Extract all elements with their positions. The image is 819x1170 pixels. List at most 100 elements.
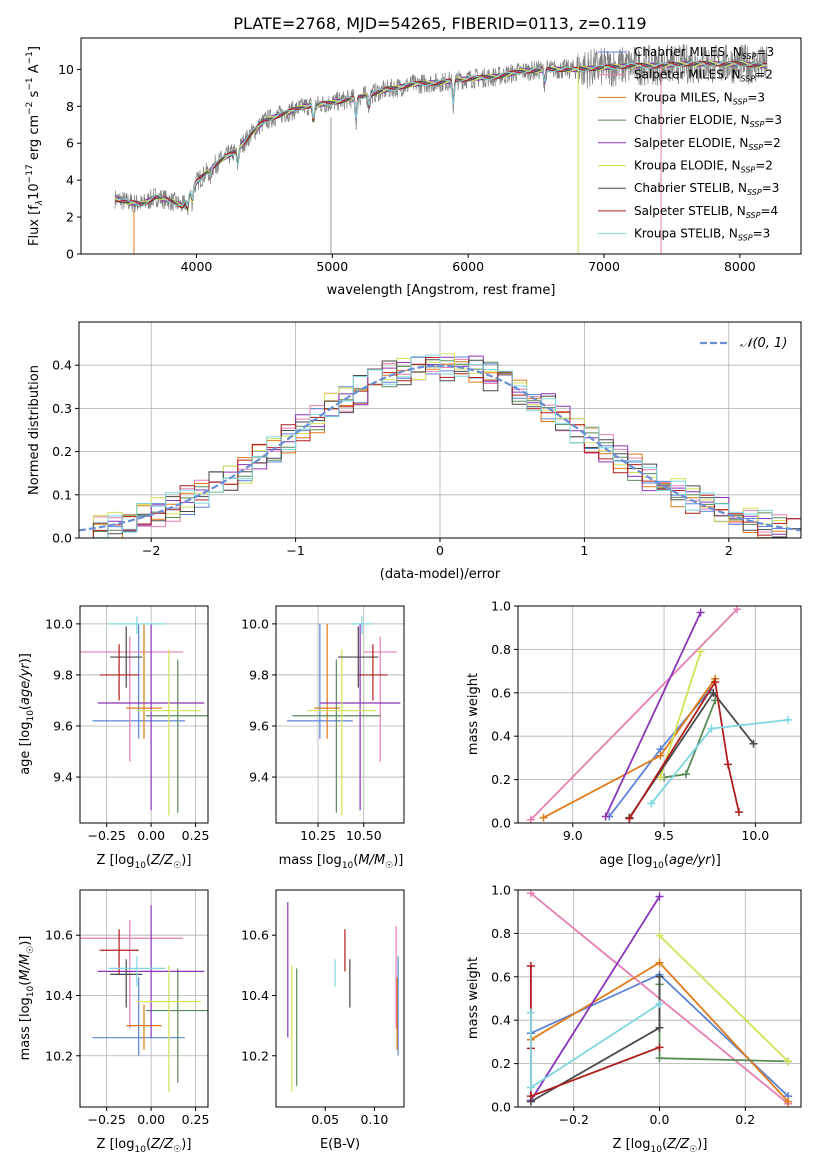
x-axis-label: mass [log10(M/M☉)] bbox=[279, 853, 404, 871]
x-tick-label: 7000 bbox=[588, 259, 620, 274]
y-tick-label: 0.1 bbox=[52, 487, 72, 502]
y-tick-label: 10.0 bbox=[241, 616, 269, 631]
chart-age-weight: 9.0 9.5 10.0 0.0 0.2 0.4 0.6 0.8 1.0 age [log10(a… bbox=[466, 599, 802, 871]
y-tick-label: 9.8 bbox=[53, 667, 73, 682]
x-tick-label: 0.25 bbox=[182, 1112, 210, 1127]
chart-mass-age: 10.25 10.50 9.4 9.6 9.8 10.0 mass [log10(M/M☉)… bbox=[241, 605, 405, 871]
y-tick-label: 1.0 bbox=[491, 883, 511, 898]
series-kroupa-stelib bbox=[526, 999, 664, 1092]
x-tick-label: −0.2 bbox=[559, 1112, 589, 1127]
axes-frame bbox=[275, 889, 405, 1108]
series-marker bbox=[784, 715, 793, 724]
axes-frame bbox=[517, 889, 802, 1108]
errorbar-kroupa-miles bbox=[126, 1004, 162, 1050]
errorbar-chabrier-elodie bbox=[145, 968, 208, 1083]
y-tick-label: 9.8 bbox=[249, 667, 269, 682]
series-marker bbox=[734, 808, 743, 817]
histogram-kroupa-stelib bbox=[79, 354, 801, 538]
series-line bbox=[650, 719, 789, 805]
y-axis-label: mass weight bbox=[466, 957, 481, 1039]
y-tick-label: 0.0 bbox=[52, 531, 72, 546]
x-tick-label: 9.5 bbox=[654, 828, 674, 843]
series-marker bbox=[655, 931, 664, 940]
y-tick-label: 10.6 bbox=[45, 928, 73, 943]
series-marker bbox=[539, 813, 548, 822]
legend-label: Chabrier STELIB, NSSP=3 bbox=[634, 181, 779, 197]
plot-area-ebv-mass bbox=[287, 902, 399, 1092]
errorbar-kroupa-elodie bbox=[136, 649, 201, 816]
series-marker bbox=[656, 751, 665, 760]
x-tick-label: −1 bbox=[286, 543, 304, 558]
series-marker bbox=[526, 1083, 535, 1092]
plot-area-residuals bbox=[79, 353, 801, 538]
x-tick-label: 4000 bbox=[181, 259, 213, 274]
x-tick-label: 0.00 bbox=[137, 828, 165, 843]
series-marker bbox=[656, 773, 665, 782]
plot-area-spectrum bbox=[114, 43, 768, 254]
axes-frame bbox=[80, 37, 802, 255]
errorbar-kroupa-stelib bbox=[350, 616, 373, 635]
x-tick-label: 2 bbox=[725, 543, 733, 558]
errorbar-chabrier-stelib bbox=[110, 626, 143, 688]
plot-area-z-mass bbox=[80, 905, 208, 1092]
x-tick-label: 0 bbox=[436, 543, 444, 558]
x-tick-label: 10.50 bbox=[346, 828, 382, 843]
y-tick-label: 0.8 bbox=[491, 642, 511, 657]
y-tick-label: 0.2 bbox=[491, 772, 511, 787]
x-axis-label: Z [log10(Z/Z☉)] bbox=[97, 1137, 192, 1155]
errorbar-kroupa-miles bbox=[126, 623, 162, 739]
x-axis-label: Z [log10(Z/Z☉)] bbox=[97, 853, 192, 871]
chart-residuals: −2 −1 0 1 2 0.0 0.1 0.2 0.3 0.4 𝒩(0, 1) (data-model… bbox=[27, 321, 802, 582]
model-spectrum bbox=[114, 61, 767, 211]
y-tick-label: 0.3 bbox=[52, 401, 72, 416]
x-tick-label: 6000 bbox=[452, 259, 484, 274]
errorbar-kroupa-stelib bbox=[108, 956, 166, 987]
y-tick-label: 0.4 bbox=[491, 1013, 511, 1028]
y-tick-label: 0.6 bbox=[491, 685, 511, 700]
plot-area-z-weight bbox=[526, 890, 793, 1107]
y-tick-label: 0.2 bbox=[52, 444, 72, 459]
errorbar-salpeter-miles bbox=[363, 636, 397, 762]
axes-frame bbox=[517, 605, 802, 824]
y-tick-label: 0.2 bbox=[491, 1056, 511, 1071]
series-marker bbox=[647, 799, 656, 808]
series-marker bbox=[696, 608, 705, 617]
y-tick-label: 6 bbox=[66, 136, 74, 151]
errorbar-salpeter-stelib bbox=[358, 644, 388, 701]
series-line bbox=[530, 966, 660, 1098]
y-tick-label: 10 bbox=[58, 62, 74, 77]
axes-frame bbox=[275, 605, 405, 824]
series-marker bbox=[784, 1057, 793, 1066]
legend-label: Kroupa ELODIE, NSSP=2 bbox=[634, 159, 773, 175]
y-tick-label: 9.6 bbox=[53, 718, 73, 733]
figure-title: PLATE=2768, MJD=54265, FIBERID=0113, z=0… bbox=[233, 14, 646, 33]
series-line bbox=[530, 976, 661, 1103]
errorbar-salpeter-elodie bbox=[319, 623, 401, 811]
y-tick-label: 2 bbox=[66, 210, 74, 225]
y-tick-label: 0.4 bbox=[52, 358, 72, 373]
x-tick-label: 9.0 bbox=[563, 828, 583, 843]
series-line bbox=[658, 984, 789, 1063]
y-tick-label: 10.6 bbox=[241, 928, 269, 943]
y-tick-label: 0.4 bbox=[491, 729, 511, 744]
legend-label: Salpeter MILES, NSSP=2 bbox=[634, 68, 773, 84]
errorbar-salpeter-miles bbox=[80, 636, 184, 762]
series-salpeter-miles bbox=[526, 606, 742, 823]
series-chabrier-miles bbox=[605, 686, 714, 821]
series-line bbox=[658, 934, 789, 1063]
errorbar-salpeter-stelib bbox=[99, 929, 139, 975]
y-tick-label: 10.2 bbox=[241, 1048, 269, 1063]
x-tick-label: 0.2 bbox=[735, 1112, 755, 1127]
axes-frame bbox=[78, 321, 802, 539]
x-tick-label: 5000 bbox=[316, 259, 348, 274]
chart-z-weight: −0.2 0.0 0.2 0.0 0.2 0.4 0.6 0.8 1.0 Z [log10(Z/Z… bbox=[466, 883, 802, 1155]
series-marker bbox=[625, 814, 634, 823]
legend-label: Chabrier ELODIE, NSSP=3 bbox=[634, 113, 782, 129]
axes-frame bbox=[79, 889, 209, 1108]
errorbar-chabrier-miles bbox=[286, 623, 353, 739]
x-axis-label: Z [log10(Z/Z☉)] bbox=[613, 1137, 708, 1155]
series-line bbox=[543, 678, 716, 819]
series-marker bbox=[655, 1054, 664, 1063]
series-marker bbox=[749, 739, 758, 748]
